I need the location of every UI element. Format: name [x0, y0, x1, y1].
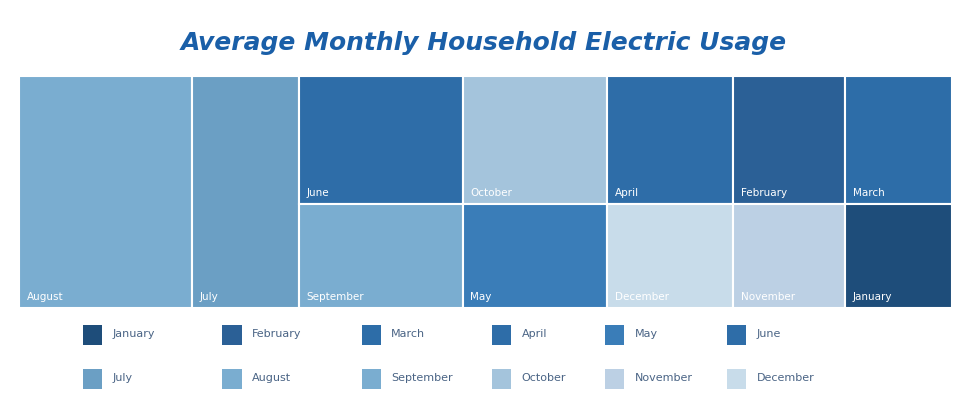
Text: July: July [199, 292, 219, 302]
Bar [222, 324, 242, 345]
Text: January: January [853, 292, 893, 302]
Text: August: August [27, 292, 64, 302]
Text: April: April [522, 329, 547, 339]
Bar [299, 76, 462, 204]
Text: May: May [470, 292, 491, 302]
Text: November: November [635, 373, 693, 383]
Bar [83, 324, 103, 345]
Bar [607, 76, 733, 204]
Bar [845, 76, 952, 204]
Bar [83, 369, 103, 389]
Bar [299, 204, 462, 308]
Text: August: August [252, 373, 291, 383]
Bar [492, 369, 512, 389]
Text: January: January [113, 329, 156, 339]
Text: June: June [757, 329, 781, 339]
Bar [733, 76, 845, 204]
Bar [192, 76, 300, 308]
Text: April: April [615, 188, 639, 198]
Text: October: October [522, 373, 567, 383]
Text: September: September [307, 292, 365, 302]
Text: February: February [741, 188, 787, 198]
Bar [462, 204, 607, 308]
Bar [222, 369, 242, 389]
Text: March: March [392, 329, 425, 339]
Bar [462, 76, 607, 204]
Text: March: March [853, 188, 885, 198]
Text: June: June [307, 188, 330, 198]
Bar [605, 369, 625, 389]
Bar [362, 324, 381, 345]
Bar [362, 369, 381, 389]
Bar [492, 324, 512, 345]
Text: July: July [113, 373, 132, 383]
Text: December: December [757, 373, 814, 383]
Text: February: February [252, 329, 302, 339]
Text: December: December [615, 292, 669, 302]
Bar [605, 324, 625, 345]
Text: September: September [392, 373, 453, 383]
Text: November: November [741, 292, 795, 302]
Bar [845, 204, 952, 308]
Text: Average Monthly Household Electric Usage: Average Monthly Household Electric Usage [181, 31, 786, 55]
Text: October: October [470, 188, 512, 198]
Bar [607, 204, 733, 308]
Text: May: May [635, 329, 659, 339]
Bar [727, 324, 747, 345]
Bar [19, 76, 192, 308]
Bar [733, 204, 845, 308]
Bar [727, 369, 747, 389]
